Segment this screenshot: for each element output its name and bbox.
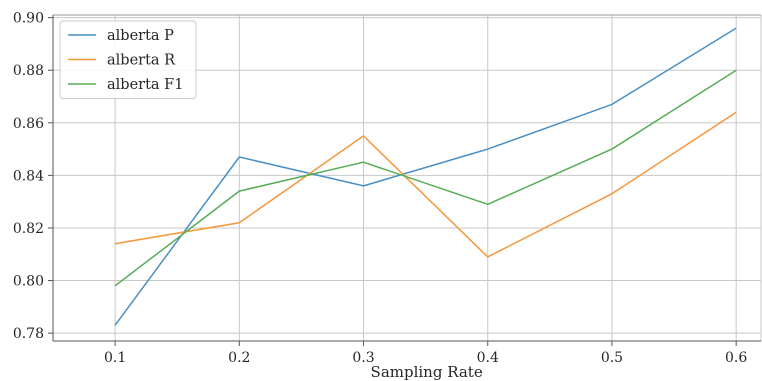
y-tick-label: 0.82 bbox=[13, 221, 44, 237]
x-tick-label: 0.6 bbox=[725, 350, 747, 366]
legend-label-alberta-p: alberta P bbox=[107, 28, 174, 44]
y-tick-label: 0.86 bbox=[13, 116, 44, 132]
legend: alberta P alberta R alberta F1 bbox=[59, 20, 197, 99]
y-axis-ticks: 0.78 0.80 0.82 0.84 0.86 0.88 0.90 bbox=[13, 11, 53, 342]
legend-label-alberta-f1: alberta F1 bbox=[107, 77, 183, 93]
legend-label-alberta-r: alberta R bbox=[107, 53, 176, 69]
series-lines bbox=[114, 27, 737, 326]
series-line-alberta-r bbox=[114, 111, 737, 258]
y-tick-label: 0.80 bbox=[13, 274, 44, 290]
x-axis-ticks: 0.1 0.2 0.3 0.4 0.5 0.6 bbox=[104, 341, 747, 366]
x-tick-label: 0.2 bbox=[228, 350, 250, 366]
axes-frame bbox=[52, 14, 762, 342]
y-tick-label: 0.90 bbox=[13, 11, 44, 27]
x-axis-title: Sampling Rate bbox=[371, 363, 483, 381]
x-tick-label: 0.3 bbox=[352, 350, 374, 366]
x-tick-label: 0.4 bbox=[477, 350, 499, 366]
series-line-alberta-p bbox=[114, 27, 737, 326]
legend-frame bbox=[59, 20, 197, 99]
y-tick-label: 0.84 bbox=[13, 168, 44, 184]
x-tick-label: 0.1 bbox=[104, 350, 126, 366]
series-line-alberta-f1 bbox=[114, 69, 737, 287]
y-tick-label: 0.88 bbox=[13, 63, 44, 79]
x-tick-label: 0.5 bbox=[601, 350, 623, 366]
y-tick-label: 0.78 bbox=[13, 326, 44, 342]
